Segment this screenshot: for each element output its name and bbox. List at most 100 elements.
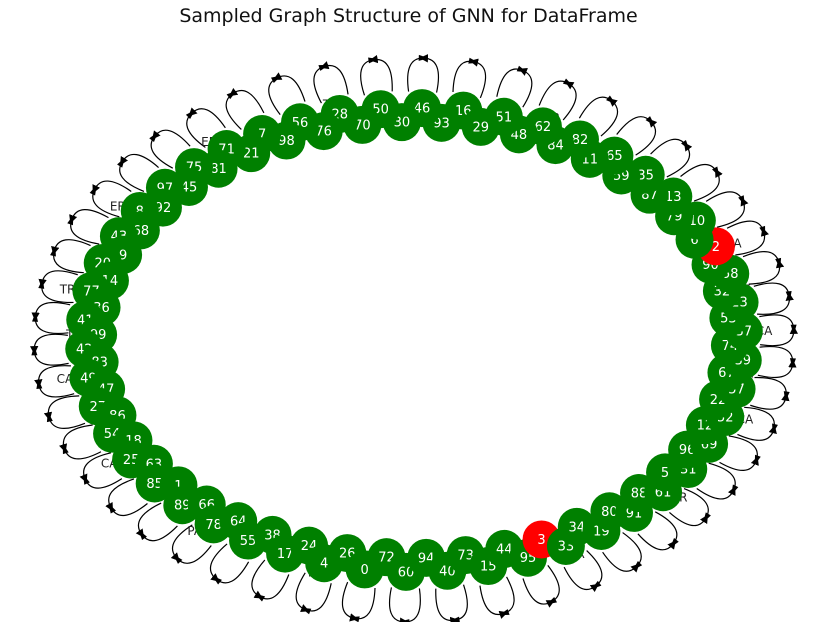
graph-node-label: 3: [537, 533, 545, 548]
graph-node-label: 34: [569, 520, 586, 535]
graph-node-label: 88: [631, 487, 648, 502]
edge-arrowhead: [418, 54, 429, 61]
edge-arrowhead: [772, 423, 778, 434]
edge-arrowhead: [46, 411, 53, 423]
edge-self-loop: [407, 54, 440, 93]
graph-node-label: 30: [394, 116, 411, 131]
edge-label-layer: PAUTTPAERTRERRTRTCAFRCAUTPAUTTPAERTRERRT…: [57, 94, 774, 588]
figure-title: Sampled Graph Structure of GNN for DataF…: [179, 5, 638, 27]
graph-node-label: 0: [361, 563, 369, 578]
graph-node-label: 6: [690, 233, 698, 248]
graph-node-label: 51: [496, 110, 513, 125]
edge-label: T: [65, 328, 74, 342]
edge-arrowhead: [83, 474, 90, 485]
edge-arrowhead: [754, 454, 761, 466]
graph-node-label: 92: [155, 201, 172, 216]
edge-arrowhead: [108, 503, 116, 514]
graph-node-label: 60: [398, 565, 415, 580]
edge-arrowhead: [89, 185, 97, 196]
edge-arrowhead: [368, 57, 379, 64]
graph-node-label: 80: [601, 505, 618, 520]
edge-arrowhead: [468, 57, 479, 64]
edge-arrowhead: [117, 157, 125, 168]
edge-arrowhead: [149, 132, 158, 142]
edge-arrowhead: [32, 311, 39, 322]
graph-node-label: 89: [174, 499, 191, 514]
edge-arrowhead: [738, 195, 745, 206]
graph-node-label: 55: [240, 534, 257, 549]
edge-self-loop: [435, 584, 468, 622]
edge-arrowhead: [645, 116, 655, 126]
graph-node-label: 9: [119, 248, 127, 263]
edge-self-loop: [742, 251, 785, 285]
edge-self-loop: [388, 587, 421, 622]
graph-node-label: 45: [181, 180, 198, 195]
edge-arrowhead: [606, 95, 616, 105]
graph-node-label: 5: [661, 466, 669, 481]
graph-node-circle: [461, 107, 500, 146]
edge-self-loop: [757, 346, 797, 379]
graph-node-label: 2: [712, 240, 720, 255]
edge-arrowhead: [670, 538, 679, 548]
edge-arrowhead: [632, 560, 643, 571]
edge-arrowhead: [185, 109, 196, 120]
edge-arrowhead: [62, 443, 69, 455]
edge-arrowhead: [67, 214, 74, 226]
graph-node-label: 65: [606, 149, 623, 164]
edge-arrowhead: [399, 619, 410, 622]
edge-arrowhead: [731, 484, 739, 495]
edge-arrowhead: [591, 580, 602, 590]
graph-node-label: 82: [572, 133, 589, 148]
edge-arrowhead: [759, 225, 766, 237]
edge-arrowhead: [300, 607, 312, 615]
edge-arrowhead: [681, 139, 690, 150]
edge-arrowhead: [785, 290, 792, 302]
graph-node-label: 78: [205, 518, 222, 533]
graph-node-label: 13: [665, 190, 682, 205]
edge-arrowhead: [516, 65, 528, 73]
edge-arrowhead: [789, 358, 796, 369]
graph-node-label: 85: [146, 477, 163, 492]
edge-arrowhead: [226, 90, 237, 100]
edge-layer: [29, 54, 799, 622]
edge-arrowhead: [790, 324, 797, 335]
edge-arrowhead: [36, 378, 43, 390]
graph-node-label: 35: [637, 168, 654, 183]
edge-arrowhead: [318, 64, 329, 71]
edge-self-loop: [750, 376, 790, 410]
graph-node-label: 7: [258, 128, 266, 143]
edge-arrowhead: [775, 257, 782, 269]
edge-self-loop: [29, 333, 69, 366]
edge-arrowhead: [31, 345, 38, 356]
graph-node-label: 93: [433, 116, 450, 131]
edge-arrowhead: [712, 166, 720, 177]
edge-arrowhead: [173, 554, 183, 564]
edge-label: TR: [59, 282, 76, 296]
edge-arrowhead: [254, 593, 266, 602]
edge-arrowhead: [212, 575, 222, 585]
edge-arrowhead: [138, 530, 147, 541]
edge-arrowhead: [349, 616, 360, 622]
edge-arrowhead: [38, 278, 45, 289]
graph-node-label: 98: [278, 134, 295, 149]
edge-arrowhead: [50, 246, 56, 257]
graph-node-label: 40: [439, 564, 456, 579]
graph-node-label: 76: [315, 125, 332, 140]
graph-node-label: 17: [277, 547, 294, 562]
graph-node: 29: [461, 107, 500, 146]
edge-arrowhead: [271, 75, 282, 83]
edge-self-loop: [360, 54, 393, 96]
graph-node-label: 44: [496, 542, 513, 557]
graph-node-label: 4: [320, 557, 328, 572]
graph-node-label: 1: [174, 479, 182, 494]
graph-node-label: 70: [354, 118, 371, 133]
edge-arrowhead: [449, 616, 460, 622]
edge-arrowhead: [546, 597, 557, 605]
graph-node-label: 73: [457, 549, 474, 564]
graph-node-label: 21: [243, 147, 260, 162]
node-layer: 1693463050702876569872171817545979286843…: [65, 89, 763, 591]
edge-self-loop: [31, 301, 71, 334]
graph-node-label: 81: [210, 162, 227, 177]
edge-arrowhead: [783, 391, 790, 402]
